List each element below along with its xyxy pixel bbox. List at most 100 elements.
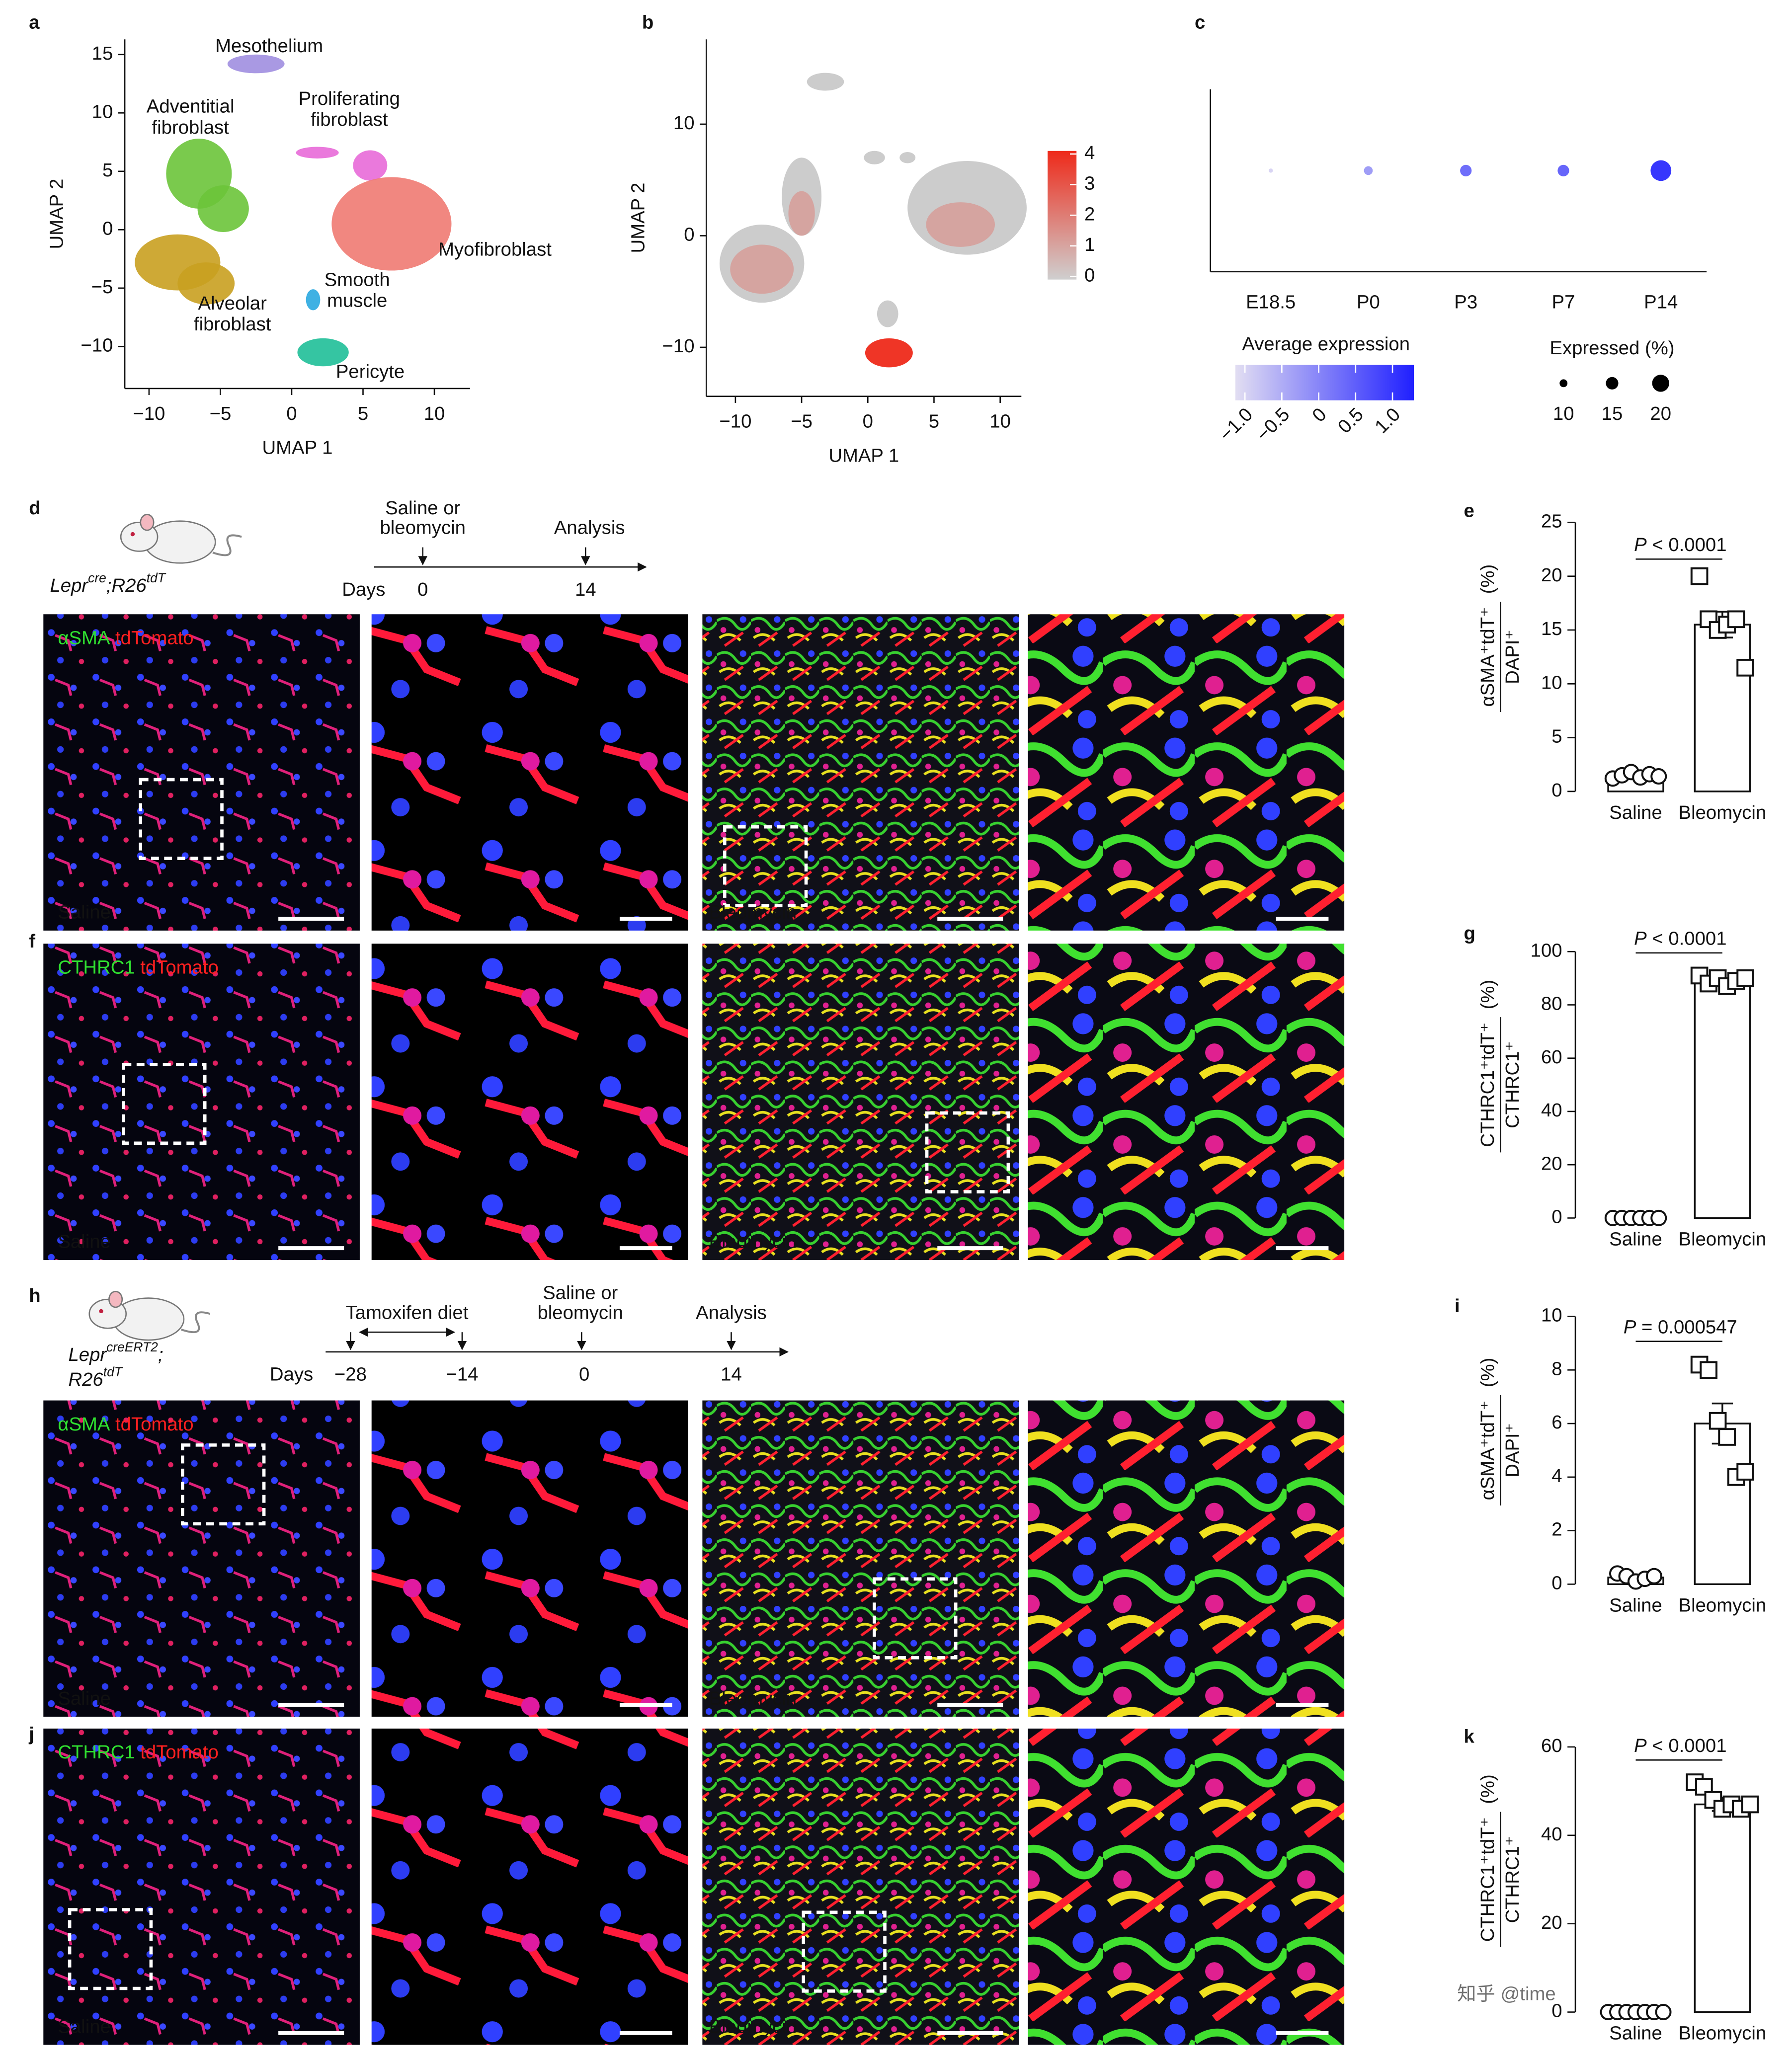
y-axis-label: CTHRC1⁺tdT⁺ CTHRC1⁺ (%) [1477,980,1523,1153]
y-axis-label: αSMA⁺tdT⁺ DAPI⁺ (%) [1477,1358,1523,1505]
expression-overlay [865,338,913,368]
x-tick-label: −5 [791,411,813,432]
expression-overlay [788,191,815,236]
panel-letter: d [29,497,40,519]
panel-letter: b [642,12,653,33]
dot [1364,166,1373,175]
x-tick-label: 10 [989,411,1011,432]
genotype-superscript: creERT2 [106,1340,158,1354]
event-label: bleomycin [380,517,465,539]
mouse-tail [212,534,242,556]
colorbar-tick-label: −0.5 [1252,404,1294,446]
reporter-name: tdTomato [140,957,219,978]
y-tick-label: 40 [1541,1823,1562,1845]
size-legend-label: 20 [1650,403,1671,424]
panel-letter: c [1195,12,1205,33]
panel-letter: j [28,1723,34,1744]
colorbar-tick-label: 2 [1084,203,1095,225]
p-symbol: P [1634,928,1647,949]
expression-overlay [926,202,995,247]
y-tick-label: 10 [1541,1305,1562,1326]
x-tick-label: Bleomycin [1679,1228,1767,1250]
data-point [1727,610,1745,629]
y-label-denominator: DAPI⁺ [1502,1423,1523,1478]
genotype: LeprcreERT2; [68,1340,163,1365]
y-tick-label: 4 [1551,1465,1562,1487]
days-label: Days [270,1364,313,1385]
x-tick-label: P0 [1357,291,1380,313]
event-label: Analysis [696,1302,767,1323]
data-point [1690,567,1709,585]
panel-letter: a [29,12,40,33]
condition-label: Bleomycin [709,2016,797,2037]
stain-label: CTHRC1 tdTomato [58,1741,218,1763]
stain-name: CTHRC1 [58,1741,135,1763]
day-label: 14 [575,579,596,600]
panel-letter: k [1464,1726,1474,1747]
size-legend-dot [1606,377,1619,390]
y-tick-label: 10 [1541,672,1562,693]
data-point [1741,1795,1759,1814]
inset-box [139,778,224,860]
y-axis-label: CTHRC1⁺tdT⁺ CTHRC1⁺ (%) [1477,1774,1523,1947]
p-text: < 0.0001 [1647,1735,1727,1756]
expression-overlay [730,244,794,294]
y-label-numerator: CTHRC1⁺tdT⁺ [1477,1023,1498,1147]
micrograph [702,614,1019,931]
cluster-label: fibroblast [194,314,271,335]
stain-label: CTHRC1 tdTomato [58,957,218,978]
colorbar-tick-label: 4 [1084,142,1095,163]
panel-letter: g [1464,923,1475,944]
y-tick-label: −5 [91,276,113,298]
inset-box [802,1910,887,1993]
condition-label: Saline [58,1231,110,1253]
data-point [1646,1568,1663,1584]
genotype-text: Lepr [68,1344,107,1365]
day-label: −14 [446,1364,478,1385]
y-tick-label: 0 [1551,1573,1562,1594]
genotype: R26tdT [68,1364,123,1390]
genotype-text: R26 [68,1369,103,1390]
cell-cluster [306,289,321,311]
genotype-text: ; [158,1344,163,1365]
y-label-unit: (%) [1477,1358,1498,1388]
y-label-numerator: αSMA⁺tdT⁺ [1477,1401,1498,1501]
y-tick-label: 20 [1541,1153,1562,1174]
watermark: 知乎 @time [1457,1983,1555,2004]
micrograph [43,1400,360,1717]
cluster-label: Myofibroblast [438,239,552,260]
x-tick-label: Bleomycin [1679,802,1767,823]
p-value: P < 0.0001 [1634,928,1726,949]
p-text: < 0.0001 [1647,534,1727,555]
genotype-superscript: tdT [103,1364,123,1379]
day-label: −28 [334,1364,367,1385]
colorbar-tick-label: 0.5 [1334,404,1368,438]
bar [1694,980,1751,1219]
inset-box [68,1908,153,1990]
day-label: 14 [721,1364,742,1385]
day-label: 0 [417,579,428,600]
x-tick-label: Saline [1609,1594,1662,1616]
condition-label: Bleomycin [709,1231,797,1253]
mouse-ear [108,1290,123,1308]
genotype-superscript: cre [88,570,106,585]
x-tick-label: 10 [424,403,445,424]
p-text: < 0.0001 [1647,928,1727,949]
event-label: Saline or [543,1282,618,1304]
y-label-unit: (%) [1477,564,1498,594]
y-tick-label: 20 [1541,1912,1562,1933]
mouse-eye [130,532,135,537]
y-tick-label: 2 [1551,1519,1562,1540]
colorbar-tick-label: 1 [1084,234,1095,255]
data-point [1709,1412,1727,1430]
genotype-text: Lepr [50,575,89,596]
y-axis-label: UMAP 2 [46,179,67,249]
data-point [1736,969,1754,987]
y-tick-label: 5 [102,159,113,181]
cell-cluster [877,300,898,327]
y-label-unit: (%) [1477,980,1498,1010]
x-tick-label: Bleomycin [1679,1594,1767,1616]
stain-name: CTHRC1 [58,957,135,978]
legend-title: Average expression [1242,333,1410,355]
